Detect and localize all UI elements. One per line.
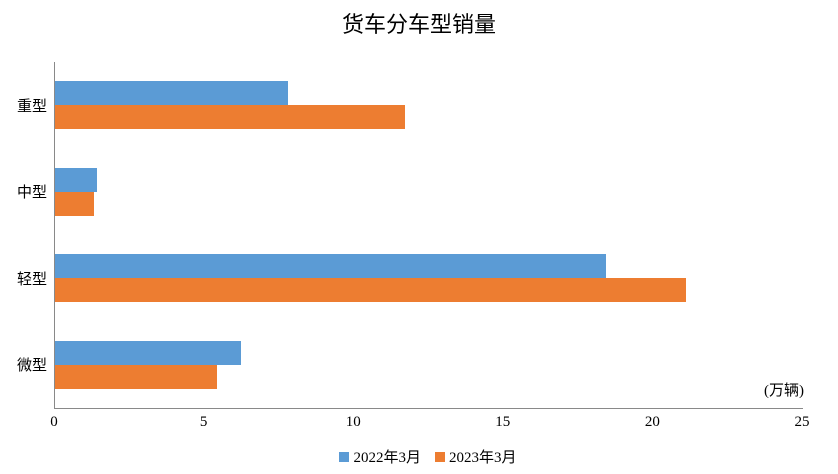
- x-axis-tick-label: 25: [794, 414, 810, 430]
- y-axis-label: 中型: [16, 185, 47, 202]
- y-axis-label: 微型: [16, 358, 47, 375]
- x-axis-tick-labels: 0 5 10 15 20 25: [50, 414, 809, 432]
- legend: 2022年3月 2023年3月: [54, 446, 802, 467]
- chart-title: 货车分车型销量: [341, 12, 496, 37]
- legend-label: 2023年3月: [449, 450, 517, 466]
- bar-group: [55, 62, 803, 149]
- bar: [55, 191, 94, 216]
- bar: [55, 81, 289, 106]
- bar: [55, 254, 606, 279]
- bar: [55, 364, 217, 389]
- axis-unit-label: (万辆): [764, 383, 804, 399]
- bar-group: [55, 235, 803, 322]
- legend-swatch-icon: [339, 451, 350, 462]
- bar: [55, 340, 241, 365]
- bar: [55, 278, 687, 303]
- legend-label: 2022年3月: [353, 450, 421, 466]
- bar-group: [55, 149, 803, 236]
- legend-swatch-icon: [435, 451, 445, 462]
- bar: [55, 105, 406, 130]
- x-axis-tick-label: 15: [495, 414, 511, 430]
- bar-group: [55, 322, 803, 409]
- legend-item: 2022年3月: [339, 446, 421, 467]
- x-axis-tick-label: 5: [199, 414, 208, 430]
- x-axis-tick-label: 20: [644, 414, 660, 430]
- plot-area: [54, 62, 803, 409]
- y-axis-category-labels: 重型 中型 轻型 微型: [0, 62, 47, 408]
- y-axis-label: 轻型: [16, 271, 47, 288]
- x-axis-tick-label: 10: [345, 414, 361, 430]
- legend-item: 2023年3月: [435, 446, 517, 467]
- y-axis-label: 重型: [16, 98, 47, 115]
- bar: [55, 167, 97, 192]
- x-axis-tick-label: 0: [50, 414, 58, 430]
